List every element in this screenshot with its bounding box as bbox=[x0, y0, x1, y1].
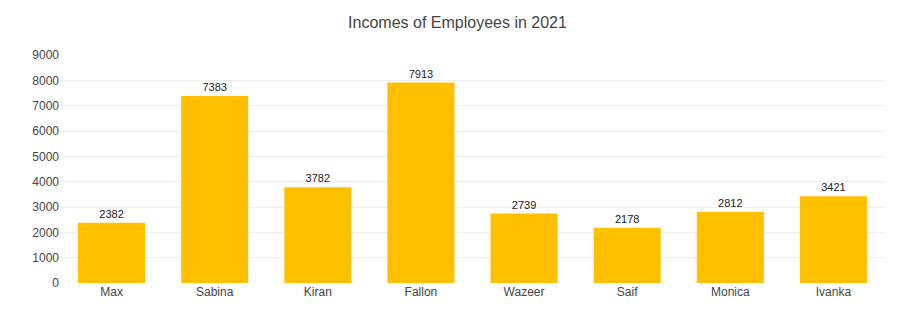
svg-text:2739: 2739 bbox=[512, 199, 536, 211]
svg-text:Ivanka: Ivanka bbox=[816, 285, 852, 299]
svg-text:Sabina: Sabina bbox=[196, 285, 234, 299]
svg-text:4000: 4000 bbox=[32, 175, 59, 189]
svg-text:Max: Max bbox=[100, 285, 123, 299]
svg-text:6000: 6000 bbox=[32, 124, 59, 138]
svg-text:7000: 7000 bbox=[32, 99, 59, 113]
svg-text:2178: 2178 bbox=[615, 213, 639, 225]
svg-text:9000: 9000 bbox=[32, 48, 59, 62]
svg-text:Monica: Monica bbox=[711, 285, 750, 299]
svg-text:Wazeer: Wazeer bbox=[504, 285, 545, 299]
svg-text:5000: 5000 bbox=[32, 150, 59, 164]
svg-text:Saif: Saif bbox=[617, 285, 638, 299]
svg-text:3782: 3782 bbox=[306, 172, 330, 184]
svg-text:0: 0 bbox=[52, 276, 59, 290]
svg-text:Kiran: Kiran bbox=[304, 285, 332, 299]
svg-text:2000: 2000 bbox=[32, 226, 59, 240]
svg-text:Fallon: Fallon bbox=[405, 285, 438, 299]
svg-text:8000: 8000 bbox=[32, 74, 59, 88]
svg-text:2382: 2382 bbox=[99, 208, 123, 220]
svg-text:3421: 3421 bbox=[821, 181, 845, 193]
svg-text:7913: 7913 bbox=[409, 68, 433, 80]
svg-text:7383: 7383 bbox=[202, 81, 226, 93]
svg-text:Incomes of Employees in 2021: Incomes of Employees in 2021 bbox=[348, 14, 567, 31]
svg-text:1000: 1000 bbox=[32, 251, 59, 265]
svg-text:3000: 3000 bbox=[32, 200, 59, 214]
svg-text:2812: 2812 bbox=[718, 197, 742, 209]
